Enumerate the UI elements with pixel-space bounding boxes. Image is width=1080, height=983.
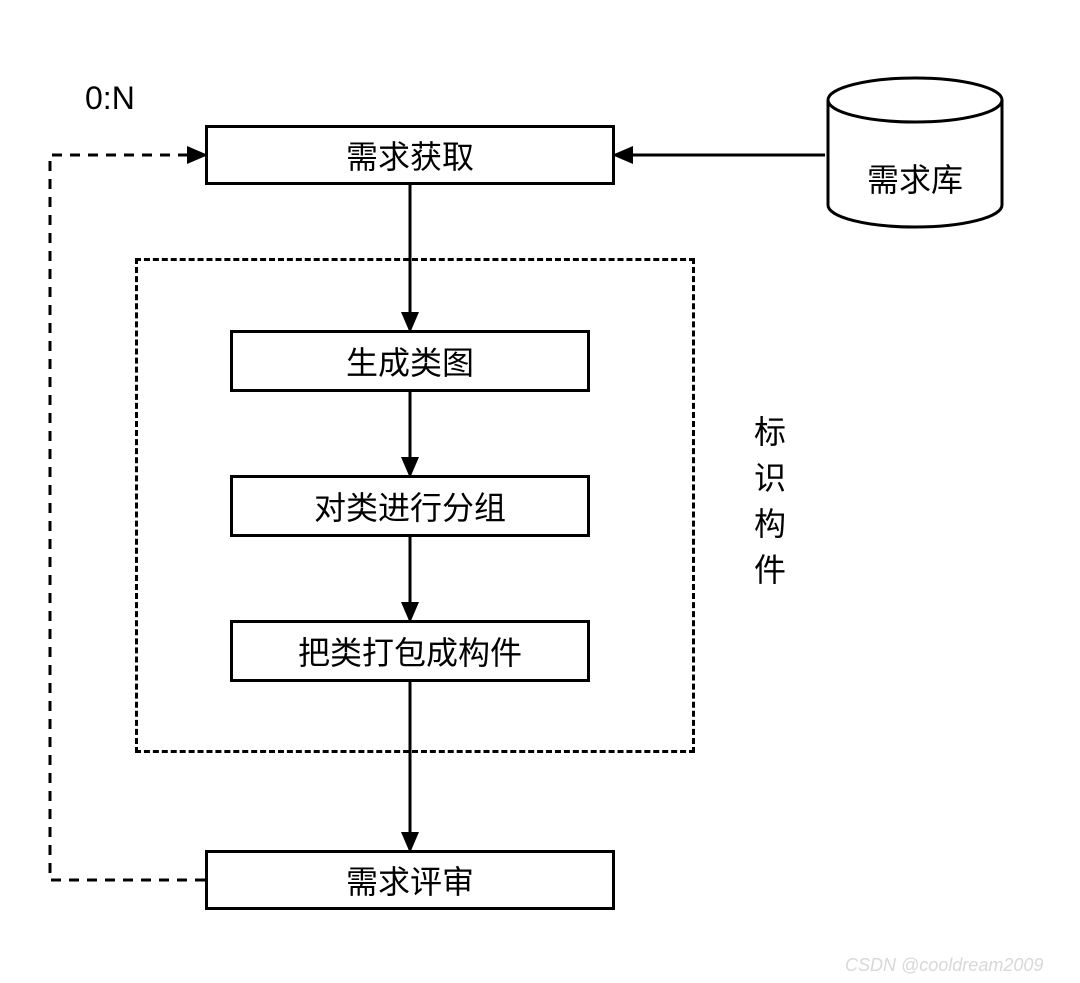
cylinder-shape-icon	[825, 75, 1005, 230]
iteration-label: 0:N	[85, 80, 135, 117]
node-generate-class-diagram: 生成类图	[230, 330, 590, 392]
watermark-text: CSDN @cooldream2009	[845, 955, 1043, 976]
node-label: 对类进行分组	[314, 483, 506, 529]
node-requirement-acquire: 需求获取	[205, 125, 615, 185]
node-group-classes: 对类进行分组	[230, 475, 590, 537]
flowchart-canvas: 需求获取 生成类图 对类进行分组 把类打包成构件 需求评审 需求库 标识构件 0…	[0, 0, 1080, 983]
node-label: 把类打包成构件	[298, 628, 522, 674]
group-box-label: 标识构件	[745, 415, 791, 599]
node-package-components: 把类打包成构件	[230, 620, 590, 682]
node-label: 需求评审	[346, 857, 474, 903]
node-label: 生成类图	[346, 338, 474, 384]
database-label: 需求库	[825, 155, 1005, 201]
node-label: 需求获取	[346, 132, 474, 178]
node-requirement-review: 需求评审	[205, 850, 615, 910]
database-cylinder: 需求库	[825, 75, 1005, 230]
